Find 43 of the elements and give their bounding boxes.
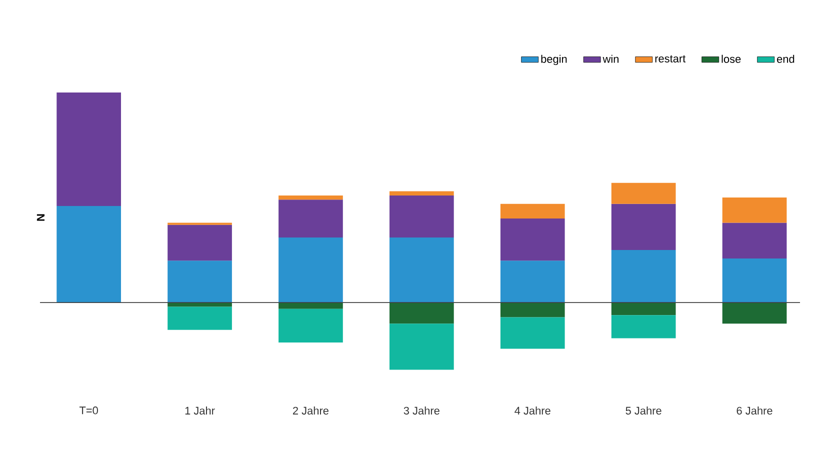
bar [500,302,565,318]
bar [722,222,787,258]
x-tick-label: 1 Jahr [185,406,215,415]
bar [500,204,565,219]
bar [168,260,232,303]
bar [611,204,676,250]
legend-label: begin [541,54,567,66]
bar [389,324,454,370]
bar [611,182,676,204]
bar [278,200,343,238]
x-tick-label: 5 Jahre [626,406,662,415]
bar [722,258,787,303]
bar [278,237,343,303]
y-axis-title: N [36,214,44,221]
bar [500,260,565,303]
bar [389,195,454,238]
bar [56,206,121,303]
legend-label: restart [655,55,686,62]
x-tick-label: 3 Jahre [404,406,440,415]
bar [722,302,787,324]
x-tick-label: 4 Jahre [514,406,550,415]
bar [611,250,676,303]
bar [389,191,454,196]
bar [500,317,565,349]
bar [168,302,232,307]
bar [611,302,676,316]
bar [278,195,343,200]
bar [722,198,787,223]
bar [278,302,343,309]
bar [389,237,454,303]
legend-label: lose [722,54,741,63]
bar [56,92,121,206]
bar [278,308,343,342]
bar [168,224,232,261]
bar [611,315,676,338]
bar [389,302,454,324]
bar [500,218,565,261]
legend-label: end [777,54,794,63]
legend-label: win [602,54,618,63]
x-tick-label: 6 Jahre [736,406,772,415]
x-tick-label: T=0 [79,406,98,414]
x-tick-label: 2 Jahre [292,406,328,415]
bar [168,306,232,330]
